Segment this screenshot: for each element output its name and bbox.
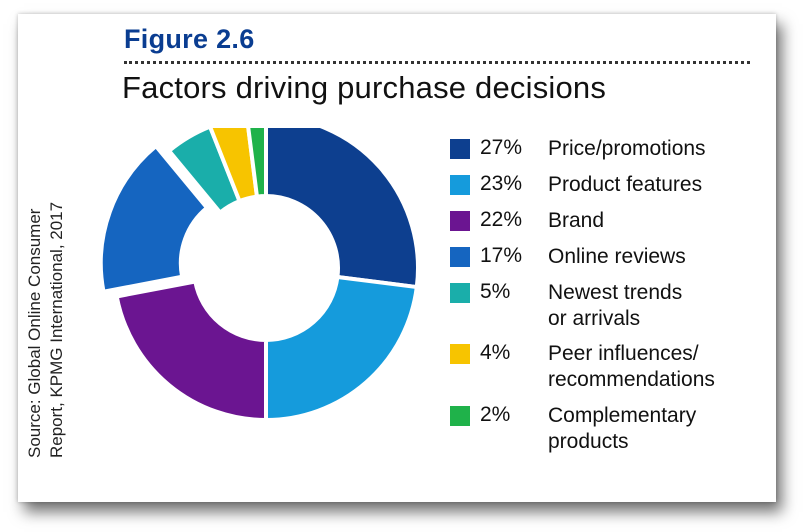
legend-swatch	[450, 175, 470, 195]
legend-percent: 17%	[480, 244, 523, 267]
legend-percent: 27%	[480, 136, 523, 159]
legend-swatch	[450, 247, 470, 267]
legend-label-line: Peer influences/	[548, 342, 699, 365]
legend-percent: 5%	[480, 280, 511, 303]
legend-swatch	[450, 344, 470, 364]
legend-swatch	[450, 139, 470, 159]
source-line-2: Report, KPMG International, 2017	[47, 201, 66, 458]
donut-slice	[114, 279, 268, 418]
source-line-1: Source: Global Online Consumer	[25, 208, 44, 458]
legend-percent: 23%	[480, 172, 523, 195]
legend-percent: 4%	[480, 341, 511, 364]
legend-label: Newest trends or arrivals	[548, 280, 682, 332]
legend-swatch	[450, 211, 470, 231]
legend-percent: 22%	[480, 208, 523, 231]
legend-label-line: Online reviews	[548, 245, 686, 268]
dotted-divider	[124, 61, 750, 64]
donut-chart	[102, 128, 420, 418]
donut-slice	[264, 274, 420, 418]
legend-percent: 2%	[480, 403, 511, 426]
legend-label-line: Product features	[548, 173, 703, 196]
legend-label: Brand	[548, 208, 604, 234]
legend-label: Product features	[548, 172, 702, 198]
donut-slice	[264, 128, 420, 290]
legend-label-line: Newest trends	[548, 281, 683, 304]
legend-label-line: products	[548, 430, 629, 453]
legend-label: Price/promotions	[548, 136, 706, 162]
legend-label-line: Brand	[548, 209, 605, 232]
figure-label: Figure 2.6	[124, 24, 255, 54]
legend-label: Complementary products	[548, 403, 696, 455]
legend-swatch	[450, 406, 470, 426]
legend-label-line: or arrivals	[548, 307, 641, 330]
legend-label: Online reviews	[548, 244, 686, 270]
legend-swatch	[450, 283, 470, 303]
donut-slice	[246, 128, 268, 199]
source-note: Source: Global Online Consumer Report, K…	[24, 128, 68, 458]
figure-card: Figure 2.6 Factors driving purchase deci…	[18, 14, 776, 502]
legend-label-line: Complementary	[548, 404, 697, 427]
legend-label-line: recommendations	[548, 368, 715, 391]
chart-title: Factors driving purchase decisions	[122, 70, 607, 105]
donut-slice	[102, 143, 210, 295]
legend-label: Peer influences/recommendations	[548, 341, 715, 393]
legend-label-line: Price/promotions	[548, 137, 706, 160]
